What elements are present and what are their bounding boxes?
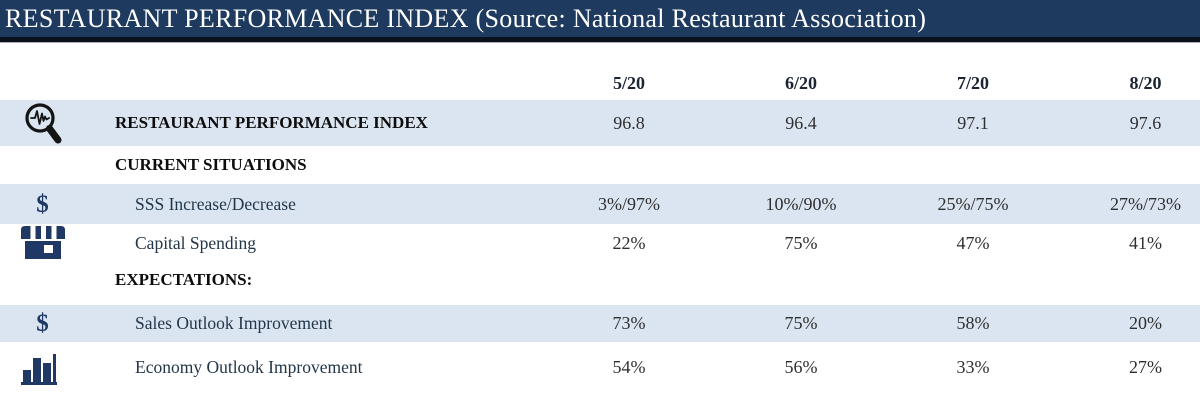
column-header: 5/20 xyxy=(612,73,645,93)
cell-value: 27%/73% xyxy=(1110,193,1181,214)
cell-value: 20% xyxy=(1129,313,1162,333)
magnifier-pulse-icon xyxy=(0,100,85,146)
header-gap xyxy=(0,42,1200,67)
cell-value: 3%/97% xyxy=(598,193,660,214)
row-label: RESTAURANT PERFORMANCE INDEX xyxy=(115,113,428,132)
cell-value: 96.8 xyxy=(613,112,645,133)
cell-value: 10%/90% xyxy=(765,193,837,214)
page-title: RESTAURANT PERFORMANCE INDEX (Source: Na… xyxy=(5,3,927,33)
dollar-icon: $ xyxy=(0,192,85,217)
table-row-sss: $ SSS Increase/Decrease 3%/97% 10%/90% 2… xyxy=(0,184,1200,224)
table-row-capital-spending: Capital Spending 22% 75% 47% 41% xyxy=(0,224,1200,262)
cell-value: 41% xyxy=(1129,232,1162,253)
table-row-performance-index: RESTAURANT PERFORMANCE INDEX 96.8 96.4 9… xyxy=(0,100,1200,146)
storefront-icon xyxy=(0,225,85,261)
cell-value: 33% xyxy=(956,356,990,377)
cell-value: 75% xyxy=(784,313,818,333)
section-row-current-situations: CURRENT SITUATIONS xyxy=(0,146,1200,184)
cell-value: 22% xyxy=(612,232,646,253)
row-label: Capital Spending xyxy=(135,232,257,253)
table-row-economy-outlook: Economy Outlook Improvement 54% 56% 33% … xyxy=(0,342,1200,392)
column-header: 8/20 xyxy=(1129,73,1162,93)
column-header-row: 5/20 6/20 7/20 8/20 xyxy=(0,67,1200,100)
cell-value: 47% xyxy=(956,232,990,253)
cell-value: 56% xyxy=(784,356,818,377)
column-header: 7/20 xyxy=(956,73,989,93)
title-bar: RESTAURANT PERFORMANCE INDEX (Source: Na… xyxy=(0,0,1200,42)
row-label: Economy Outlook Improvement xyxy=(135,356,363,377)
cell-value: 75% xyxy=(784,232,818,253)
row-label: Sales Outlook Improvement xyxy=(135,313,333,333)
dollar-glyph: $ xyxy=(36,311,49,336)
cell-value: 54% xyxy=(612,356,646,377)
cell-value: 58% xyxy=(956,313,990,333)
row-label: SSS Increase/Decrease xyxy=(135,193,296,214)
section-label: CURRENT SITUATIONS xyxy=(115,155,307,174)
dollar-icon: $ xyxy=(0,311,85,336)
cell-value: 73% xyxy=(612,313,646,333)
row-spacer xyxy=(0,298,1200,305)
section-row-expectations: EXPECTATIONS: xyxy=(0,262,1200,298)
cell-value: 27% xyxy=(1129,356,1162,377)
column-header: 6/20 xyxy=(784,73,817,93)
section-label: EXPECTATIONS: xyxy=(115,270,253,289)
cell-value: 25%/75% xyxy=(937,193,1009,214)
table-row-sales-outlook: $ Sales Outlook Improvement 73% 75% 58% … xyxy=(0,305,1200,342)
cell-value: 96.4 xyxy=(785,112,817,133)
bar-chart-icon xyxy=(0,347,85,387)
cell-value: 97.6 xyxy=(1129,112,1162,133)
dollar-glyph: $ xyxy=(36,191,49,217)
cell-value: 97.1 xyxy=(957,112,989,133)
